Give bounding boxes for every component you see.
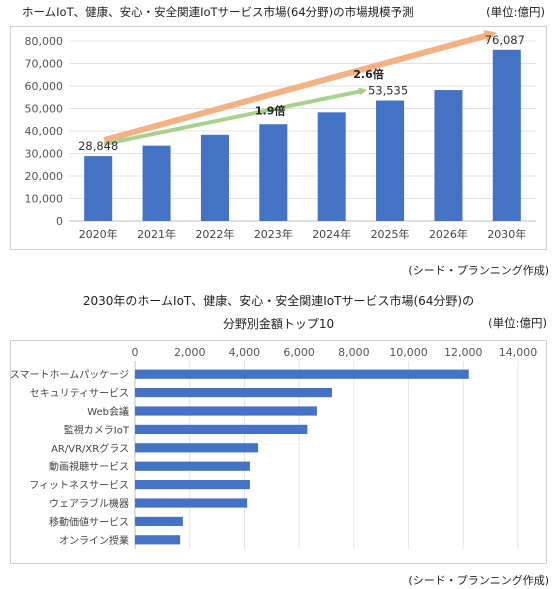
y-tick-label: 0 <box>56 215 63 228</box>
x-tick-label: 12,000 <box>444 346 483 359</box>
top10-chart: 0 2,000 4,000 6,000 8,000 10,000 12,000 14,000 … <box>10 346 538 549</box>
market-size-chart: 0 10,000 20,000 30,000 40,000 50,000 60,000 70,… <box>25 30 536 241</box>
y-tick-label: 30,000 <box>25 148 64 161</box>
bar-5 <box>135 461 250 471</box>
chart1-source: (シード・プランニング作成) <box>408 264 549 277</box>
y-tick-label: 40,000 <box>25 125 64 138</box>
chart2-unit: (単位:億円) <box>488 316 547 330</box>
chart2-frame: 0 2,000 4,000 6,000 8,000 10,000 12,000 14,000 … <box>10 340 547 564</box>
y-tick-label: 50,000 <box>25 103 64 116</box>
bar-0 <box>84 156 113 221</box>
bar-3 <box>259 124 288 221</box>
x-tick-label: 0 <box>132 346 139 359</box>
bar-4 <box>135 443 259 453</box>
bar-7 <box>492 49 521 221</box>
x-tick-label: 10,000 <box>389 346 428 359</box>
x-tick-label: 2022年 <box>195 227 234 241</box>
bar-1 <box>142 145 171 221</box>
category-label: セキュリティサービス <box>30 388 129 400</box>
category-label: ウェアラブル機器 <box>49 497 129 510</box>
chart1-unit: (単位:億円) <box>486 5 545 19</box>
bar-9 <box>135 535 181 545</box>
bar-4 <box>317 112 346 221</box>
bar-2 <box>200 134 229 221</box>
x-tick-label: 2023年 <box>254 227 293 241</box>
y-tick-label: 70,000 <box>25 58 64 71</box>
category-label: 監視カメラIoT <box>64 423 130 436</box>
category-label: 動画視聴サービス <box>49 460 129 473</box>
bar-2 <box>135 406 317 416</box>
x-tick-label: 8,000 <box>338 346 370 359</box>
bar-7 <box>135 498 248 508</box>
chart1-frame: 0 10,000 20,000 30,000 40,000 50,000 60,000 70,… <box>10 26 547 250</box>
bar-6 <box>434 90 463 221</box>
data-label: 76,087 <box>485 33 525 47</box>
x-tick-label: 2025年 <box>371 227 410 241</box>
category-label: AR/VR/XRグラス <box>51 442 129 455</box>
growth-label-2-6x: 2.6倍 <box>353 67 384 81</box>
bar-0 <box>135 369 469 379</box>
x-tick-label: 6,000 <box>283 346 315 359</box>
category-label: フィットネスサービス <box>29 480 129 492</box>
y-tick-label: 60,000 <box>25 80 64 93</box>
data-label: 28,848 <box>78 139 118 153</box>
bar-1 <box>135 388 332 398</box>
category-label: オンライン授業 <box>59 534 129 547</box>
x-tick-label: 2026年 <box>429 227 468 241</box>
bar-6 <box>135 480 250 490</box>
y-tick-label: 10,000 <box>25 193 64 206</box>
chart2-title-line1: 2030年のホームIoT、健康、安心・安全関連IoTサービス市場(64分野)の <box>82 294 475 308</box>
x-tick-label: 2021年 <box>137 227 176 241</box>
bar-8 <box>135 516 183 526</box>
data-label: 53,535 <box>368 84 408 98</box>
category-label: 移動価値サービス <box>49 515 129 528</box>
bar-3 <box>135 424 308 434</box>
x-tick-label: 2020年 <box>79 227 118 241</box>
x-tick-label: 2024年 <box>312 227 351 241</box>
growth-arrow-2-6x <box>103 30 497 143</box>
x-tick-label: 2,000 <box>174 346 206 359</box>
category-label: スマートホームパッケージ <box>11 369 129 381</box>
y-tick-label: 80,000 <box>25 35 64 48</box>
growth-arrow-1-9x <box>103 87 368 147</box>
y-tick-label: 20,000 <box>25 170 64 183</box>
x-tick-label: 4,000 <box>229 346 261 359</box>
x-tick-label: 14,000 <box>499 346 538 359</box>
bar-5 <box>376 100 405 221</box>
chart2-source: (シード・プランニング作成) <box>408 574 549 587</box>
category-label: Web会議 <box>87 405 129 418</box>
chart1-title: ホームIoT、健康、安心・安全関連IoTサービス市場(64分野)の市場規模予測 <box>22 5 414 19</box>
chart2-title-line2: 分野別金額トップ10 <box>222 317 335 331</box>
growth-label-1-9x: 1.9倍 <box>255 103 286 117</box>
x-tick-label: 2030年 <box>487 227 526 241</box>
